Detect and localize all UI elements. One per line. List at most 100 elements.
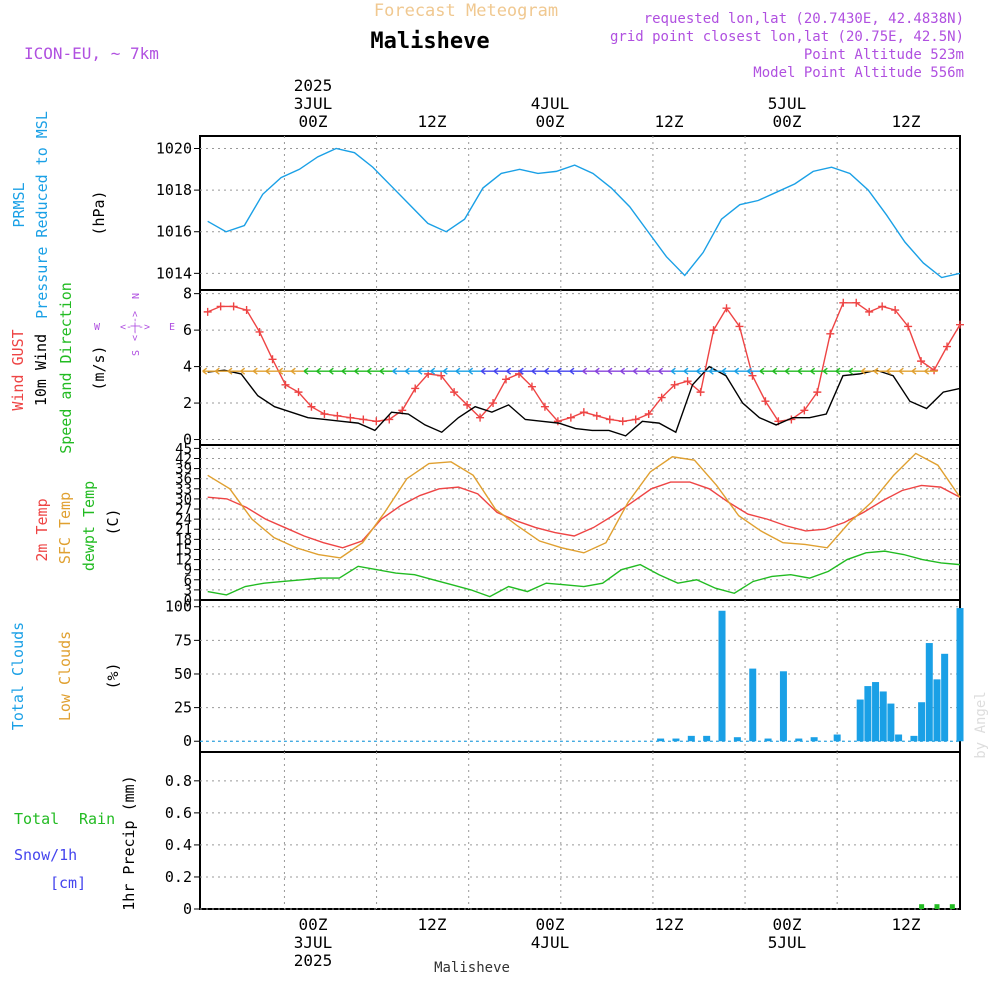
wind-label: 10m Wind [32,334,50,406]
gust-marker [631,415,640,424]
series-line-10m-wind [207,365,961,437]
top-time-tick: 00Z [299,112,328,131]
wind-direction-arrow [227,367,242,375]
wind-unit: (m/s) [90,345,108,390]
gust-marker [502,375,511,384]
compass-e: E [169,322,175,333]
bar-total-clouds [925,643,933,742]
panel-frame [199,599,961,753]
bar-total-clouds [941,653,949,742]
y-tick-label: 18 [175,532,192,548]
wind-direction-arrow [746,367,761,375]
wind-direction-arrow [886,367,900,375]
gust-marker [917,357,926,366]
y-tick-label: 33 [175,482,192,498]
y-tick-label: 0.4 [165,836,192,854]
low-clouds-label: Low Clouds [56,631,74,721]
wind-direction-arrow [202,367,216,375]
gust-marker [930,366,939,375]
wind-dir-label: Speed and Direction [57,282,75,454]
wind-direction-arrow [620,367,634,375]
total-clouds-label: Total Clouds [9,622,27,730]
bottom-time-tick: 12Z [655,915,684,934]
y-tick-label: 30 [175,492,192,508]
wind-direction-arrow [645,367,660,375]
wind-direction-arrow [569,367,584,375]
clouds-unit: (%) [104,662,122,689]
wind-direction-arrow [493,367,508,375]
precip-unit: 1hr Precip (mm) [120,775,138,910]
wind-direction-arrow [582,367,596,375]
sfc-temp-label: SFC Temp [56,492,74,564]
y-tick-label: 8 [183,285,192,303]
top-time-tick: 12Z [418,112,447,131]
y-tick-label: 39 [175,462,192,478]
bar-total-rain [934,904,940,909]
gust-marker [463,400,472,409]
point-altitude: Point Altitude 523m [804,47,964,63]
gust-marker [839,298,848,307]
bar-total-clouds [856,699,864,742]
wind-direction-arrow [366,367,381,375]
gust-marker [242,306,251,315]
gust-marker [696,388,705,397]
panel-frame [199,289,961,446]
y-tick-label: 12 [175,553,192,569]
wind-direction-arrow [544,367,558,375]
gust-marker [722,304,731,313]
gust-marker [644,410,653,418]
bottom-time-tick: 00Z [773,915,802,934]
gust-marker [605,415,614,424]
wind-direction-arrow [518,367,533,375]
wind-direction-arrow [848,367,862,375]
bar-total-clouds [956,608,964,742]
snow-unit: [cm] [50,874,86,892]
gust-marker [579,408,588,417]
gust-marker [800,406,809,415]
temp2m-label: 2m Temp [33,498,51,561]
wind-direction-arrow [392,367,406,375]
compass-s: S [131,350,142,356]
top-date-label: 4JUL [531,94,570,113]
y-tick-label: 25 [174,699,192,717]
gust-marker [527,382,536,391]
bar-total-clouds [895,734,903,742]
wind-direction-arrow [594,367,609,375]
gust-marker [891,306,900,315]
y-tick-label: 0 [184,593,192,609]
gust-marker [865,307,874,316]
y-tick-label: 6 [183,321,192,339]
top-year-label: 2025 [294,76,333,95]
dewpt-label: dewpt Temp [80,481,98,571]
y-tick-label: 24 [175,512,192,528]
gust-marker [813,388,822,397]
gust-marker [878,302,887,311]
y-tick-label: 4 [183,358,192,376]
meteogram-title: Forecast Meteogram [374,1,558,21]
y-tick-label: 50 [174,665,192,683]
pressure-label: PRMSL [10,182,28,227]
gust-marker [255,327,264,336]
wind-direction-arrow [924,367,938,375]
y-tick-label: 42 [175,451,192,467]
snow-label: Snow/1h [14,846,77,864]
bar-total-clouds [764,738,772,742]
y-tick-label: 1014 [156,264,192,282]
gust-marker [281,380,290,389]
gust-marker [229,302,238,311]
gust-marker [203,307,212,316]
y-tick-label: 100 [165,598,192,616]
gust-marker [489,399,498,408]
bottom-date-label: 4JUL [531,933,570,952]
panel-frame [199,751,961,910]
bar-total-clouds [703,735,711,742]
pressure-label: Pressure Reduced to MSL [33,111,51,319]
wind-direction-arrow [772,367,786,375]
wind-direction-arrow [683,367,698,375]
wind-direction-arrow [341,367,356,375]
wind-direction-arrow [911,367,926,375]
compass-we-arrow: <-|-> [120,322,150,333]
gust-marker [411,384,420,393]
footer-location: Malisheve [434,960,510,976]
bottom-date-label: 5JUL [768,933,807,952]
